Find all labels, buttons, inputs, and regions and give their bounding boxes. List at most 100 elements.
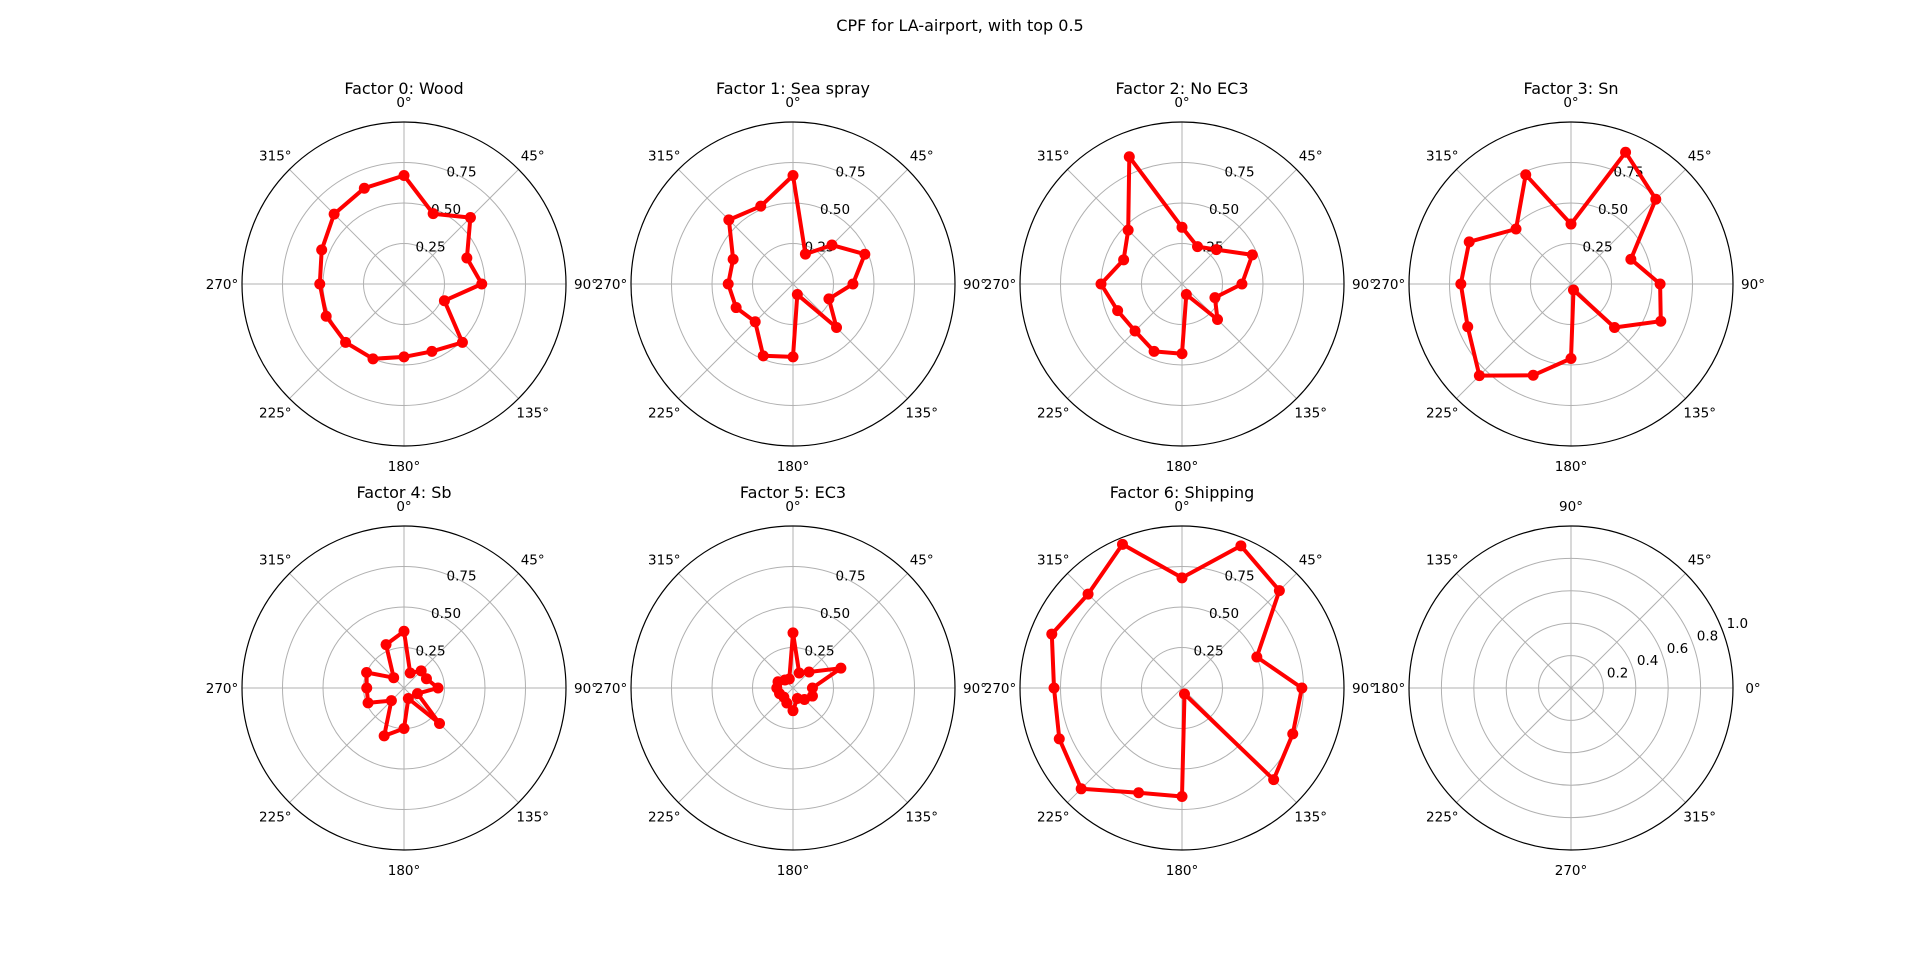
- grid-spoke: [1181, 169, 1297, 285]
- data-point: [1122, 224, 1134, 236]
- data-point: [1510, 223, 1522, 235]
- data-point: [1654, 278, 1666, 290]
- theta-tick-label: 270°: [595, 277, 628, 293]
- polar-frame: [1408, 121, 1734, 447]
- r-tick-label: 0.8: [1697, 628, 1718, 644]
- polar-frame: [241, 121, 567, 447]
- data-point: [831, 322, 843, 334]
- theta-tick-label: 270°: [1555, 863, 1588, 879]
- theta-tick-label: 45°: [1688, 552, 1712, 568]
- polar-panel-7: 0° 45° 90° 135° 180° 225° 270° 315° 0.2 0.4 0.6 0.8…: [1373, 499, 1761, 879]
- data-point: [757, 350, 769, 362]
- theta-tick-label: 225°: [1426, 810, 1459, 826]
- data-point: [398, 723, 410, 734]
- theta-tick-label: 180°: [777, 459, 810, 475]
- theta-tick-label: 180°: [1373, 681, 1406, 697]
- grid-spoke: [678, 169, 794, 285]
- r-tick-label: 0.75: [835, 165, 865, 181]
- theta-tick-label: 0°: [785, 499, 800, 515]
- data-point: [380, 639, 392, 651]
- theta-tick-label: 90°: [963, 277, 987, 293]
- grid-spoke: [1456, 283, 1572, 399]
- data-point: [398, 351, 410, 363]
- data-point: [361, 682, 373, 694]
- theta-tick-label: 180°: [1166, 863, 1199, 879]
- theta-tick-label: 45°: [1299, 552, 1323, 568]
- grid-spoke: [678, 573, 794, 689]
- data-point: [438, 295, 450, 307]
- theta-tick-label: 315°: [1426, 148, 1459, 164]
- r-tick-label: 0.25: [804, 644, 834, 660]
- panel-title: Factor 1: Sea spray: [716, 79, 870, 98]
- data-point: [1462, 321, 1474, 333]
- grid-spoke: [1456, 687, 1572, 803]
- theta-tick-label: 225°: [648, 810, 681, 826]
- data-point: [320, 310, 332, 322]
- theta-tick-label: 180°: [777, 863, 810, 879]
- theta-tick-label: 225°: [259, 406, 292, 422]
- data-point: [803, 666, 815, 678]
- theta-tick-label: 315°: [648, 552, 681, 568]
- data-point: [1210, 244, 1222, 256]
- data-point: [1176, 791, 1188, 803]
- grid-spoke: [1570, 687, 1686, 803]
- theta-tick-label: 270°: [984, 681, 1017, 697]
- r-tick-label: 0.50: [820, 202, 850, 218]
- polar-panel-0: 0°45°90°135°180°225°270°315°0.250.500.75…: [206, 79, 598, 475]
- theta-tick-label: 135°: [1294, 810, 1327, 826]
- theta-tick-label: 45°: [1299, 148, 1323, 164]
- r-tick-label: 0.4: [1637, 653, 1658, 669]
- data-point: [755, 200, 767, 212]
- data-point: [1191, 241, 1203, 253]
- grid-spoke: [1067, 687, 1183, 803]
- data-point: [314, 278, 326, 290]
- r-tick-label: 1.0: [1727, 616, 1748, 632]
- data-point: [823, 293, 835, 305]
- data-point: [427, 208, 439, 220]
- data-point: [398, 169, 410, 181]
- theta-tick-label: 0°: [396, 499, 411, 515]
- theta-tick-label: 270°: [595, 681, 628, 697]
- grid-spoke: [1570, 573, 1686, 689]
- r-tick-label: 0.75: [1224, 165, 1254, 181]
- theta-tick-label: 225°: [648, 406, 681, 422]
- panel-title: Factor 5: EC3: [740, 483, 846, 502]
- panel-title: Factor 4: Sb: [356, 483, 451, 502]
- data-point: [1520, 169, 1532, 181]
- theta-tick-label: 180°: [388, 863, 421, 879]
- theta-tick-label: 270°: [1373, 277, 1406, 293]
- theta-tick-label: 225°: [1037, 406, 1070, 422]
- data-point: [378, 730, 390, 742]
- panel-title: Factor 0: Wood: [344, 79, 463, 98]
- grid-spoke: [678, 283, 794, 399]
- polar-frame: [1019, 121, 1345, 447]
- theta-tick-label: 90°: [574, 681, 598, 697]
- grid-spoke: [1456, 573, 1572, 689]
- r-tick-label: 0.6: [1667, 641, 1688, 657]
- theta-tick-label: 0°: [785, 95, 800, 111]
- data-point: [799, 248, 811, 260]
- data-point: [1296, 682, 1308, 694]
- polar-panels: 0° 45° 90° 135° 180° 225° 270° 315° 0.25 0.50 0.75…: [206, 79, 1765, 879]
- theta-tick-label: 90°: [1559, 499, 1583, 515]
- data-point: [402, 692, 414, 704]
- theta-tick-label: 90°: [1741, 277, 1765, 293]
- data-point: [411, 688, 423, 700]
- data-point: [787, 627, 799, 639]
- r-tick-label: 0.50: [1209, 606, 1239, 622]
- theta-tick-label: 225°: [259, 810, 292, 826]
- r-tick-label: 0.50: [1209, 202, 1239, 218]
- polar-frame: [630, 525, 956, 851]
- polar-panel-1: 0°45°90°135°180°225°270°315°0.250.500.75…: [595, 79, 987, 475]
- grid-spoke: [403, 687, 519, 803]
- data-point: [749, 316, 761, 328]
- data-point: [404, 667, 416, 679]
- data-point: [783, 673, 795, 685]
- polar-frame: [1408, 525, 1734, 851]
- grid-spoke: [792, 283, 908, 399]
- data-point: [1176, 348, 1188, 360]
- data-point: [791, 288, 803, 300]
- data-point: [806, 682, 818, 694]
- theta-tick-label: 180°: [1555, 459, 1588, 475]
- data-point: [859, 248, 871, 260]
